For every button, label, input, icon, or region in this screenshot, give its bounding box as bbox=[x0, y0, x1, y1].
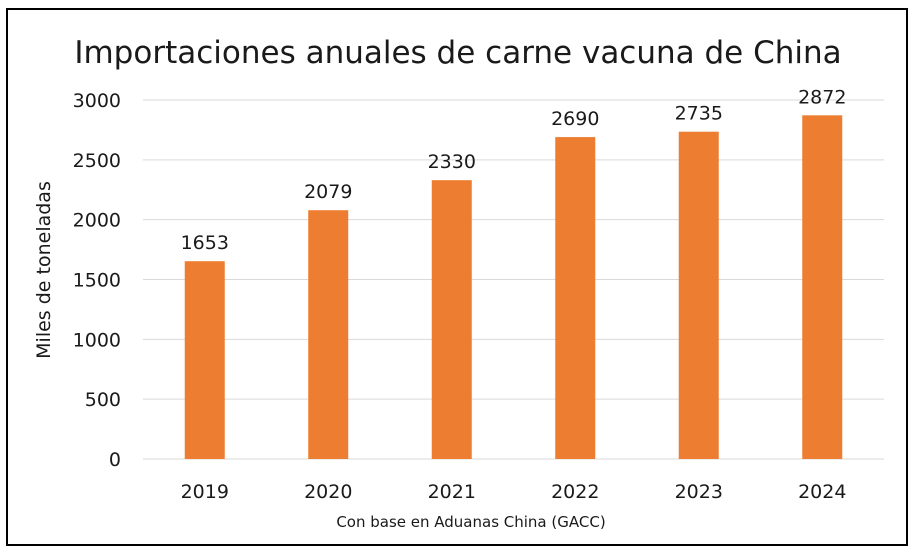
x-tick-label: 2021 bbox=[428, 481, 476, 503]
chart-title: Importaciones anuales de carne vacuna de… bbox=[74, 35, 841, 71]
y-tick-label: 2000 bbox=[73, 210, 121, 232]
y-tick-label: 1500 bbox=[73, 270, 121, 292]
data-label: 2735 bbox=[675, 103, 723, 125]
bar bbox=[184, 261, 225, 459]
x-tick-label: 2024 bbox=[798, 481, 846, 503]
y-axis-label: Miles de toneladas bbox=[33, 181, 55, 359]
bar bbox=[431, 180, 472, 459]
y-tick-label: 500 bbox=[85, 389, 121, 411]
x-tick-label: 2020 bbox=[304, 481, 352, 503]
data-label: 2690 bbox=[551, 108, 599, 130]
x-tick-label: 2022 bbox=[551, 481, 599, 503]
bar bbox=[802, 115, 843, 460]
x-tick-label: 2019 bbox=[181, 481, 229, 503]
y-tick-label: 2500 bbox=[73, 150, 121, 172]
y-tick-label: 0 bbox=[109, 449, 121, 471]
data-label: 2079 bbox=[304, 181, 352, 203]
bar bbox=[308, 210, 349, 459]
x-tick-label: 2023 bbox=[675, 481, 723, 503]
data-label: 1653 bbox=[181, 232, 229, 254]
bar bbox=[678, 131, 719, 459]
data-label: 2872 bbox=[798, 86, 846, 108]
bar bbox=[555, 137, 596, 459]
y-tick-label: 3000 bbox=[73, 90, 121, 112]
data-label: 2330 bbox=[428, 151, 476, 173]
source-note: Con base en Aduanas China (GACC) bbox=[336, 513, 605, 531]
y-tick-label: 1000 bbox=[73, 329, 121, 351]
